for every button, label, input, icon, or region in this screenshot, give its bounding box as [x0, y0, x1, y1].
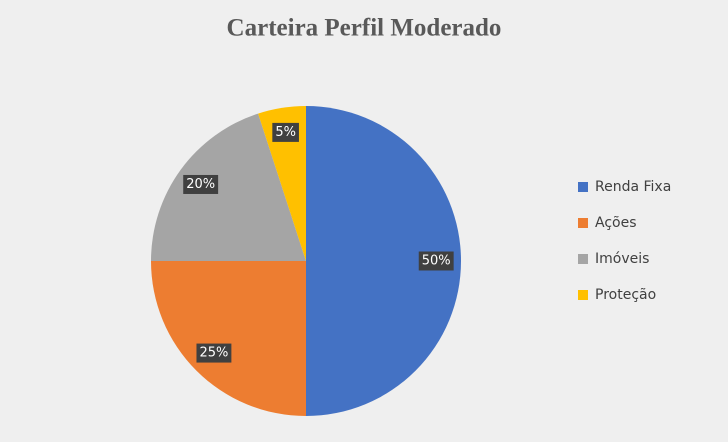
- legend-swatch: [578, 182, 588, 192]
- pie-slice: [151, 113, 306, 261]
- data-label-box: [272, 122, 299, 142]
- pie-slice: [151, 261, 306, 416]
- data-label-group: 50%: [418, 251, 454, 271]
- data-label-box: [183, 174, 219, 194]
- pie-slice: [306, 106, 461, 416]
- data-label-box: [196, 343, 232, 363]
- data-label-box: [418, 251, 454, 271]
- chart-title: Carteira Perfil Moderado: [227, 15, 502, 42]
- data-label: 5%: [275, 125, 296, 140]
- legend-swatch: [578, 290, 588, 300]
- legend-swatch: [578, 254, 588, 264]
- data-label-group: 5%: [272, 122, 299, 142]
- legend-label: Imóveis: [595, 251, 649, 267]
- data-label-group: 20%: [183, 174, 219, 194]
- data-label-group: 25%: [196, 343, 232, 363]
- pie-slice: [258, 106, 306, 261]
- legend-label: Renda Fixa: [595, 179, 671, 195]
- data-label: 25%: [199, 346, 228, 361]
- legend-label: Proteção: [595, 287, 656, 303]
- data-label: 20%: [186, 177, 215, 192]
- legend-label: Ações: [595, 215, 637, 231]
- data-label: 50%: [422, 254, 451, 269]
- legend-swatch: [578, 218, 588, 228]
